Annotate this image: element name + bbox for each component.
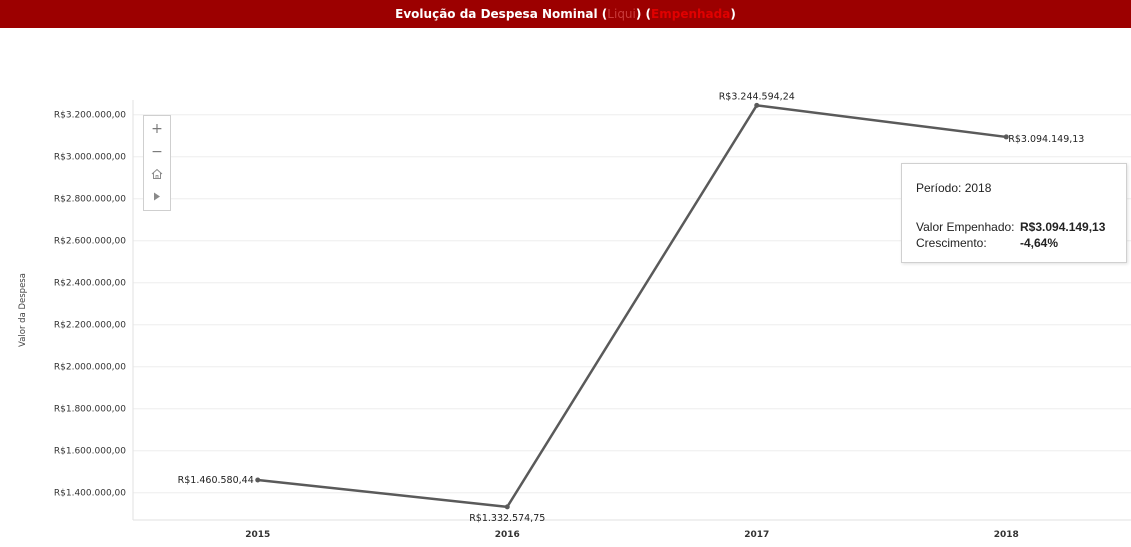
- toggle-empenhada[interactable]: Empenhada: [651, 7, 731, 21]
- tooltip-value: R$3.094.149,13: [1020, 220, 1106, 234]
- y-tick-label: R$1.400.000,00: [54, 489, 126, 499]
- data-label: R$1.460.580,44: [178, 475, 254, 486]
- tooltip-growth: -4,64%: [1020, 236, 1059, 250]
- data-point: [504, 504, 510, 510]
- header-close-paren: ): [730, 7, 736, 21]
- zoom-toolbar: + −: [143, 115, 171, 211]
- data-point: [754, 102, 760, 108]
- header-title: Evolução da Despesa Nominal (: [395, 7, 608, 21]
- y-tick-label: R$3.000.000,00: [54, 153, 126, 163]
- play-button[interactable]: [153, 192, 161, 204]
- tooltip-row-value: Valor Empenhado: R$3.094.149,13: [916, 220, 1105, 234]
- x-tick-label: 2016: [495, 530, 520, 540]
- home-icon: [151, 168, 163, 179]
- tooltip-value-label: Valor Empenhado:: [916, 220, 1015, 234]
- data-label: R$3.094.149,13: [1008, 134, 1084, 145]
- play-icon: [154, 192, 160, 201]
- header-separator: ) (: [635, 7, 652, 21]
- y-tick-label: R$1.800.000,00: [54, 405, 126, 415]
- y-axis-title: Valor da Despesa: [18, 273, 28, 347]
- y-tick-label: R$2.400.000,00: [54, 279, 126, 289]
- data-point: [255, 477, 261, 483]
- y-tick-label: R$3.200.000,00: [54, 111, 126, 121]
- y-tick-label: R$2.800.000,00: [54, 195, 126, 205]
- chart-header: Evolução da Despesa Nominal (Liqui) (Emp…: [0, 0, 1131, 28]
- x-tick-label: 2018: [994, 530, 1019, 540]
- tooltip-period: Período: 2018: [916, 181, 992, 195]
- data-point: [1003, 134, 1009, 140]
- series-line: [257, 104, 1007, 509]
- y-tick-label: R$1.600.000,00: [54, 447, 126, 457]
- tooltip: Período: 2018 Valor Empenhado: R$3.094.1…: [901, 163, 1127, 263]
- toggle-liquidada[interactable]: Liqui: [607, 7, 636, 21]
- y-tick-label: R$2.200.000,00: [54, 321, 126, 331]
- zoom-out-button[interactable]: −: [151, 144, 163, 161]
- data-label: R$3.244.594,24: [719, 91, 795, 102]
- x-tick-label: 2017: [744, 530, 769, 540]
- tooltip-row-growth: Crescimento: -4,64%: [916, 236, 1058, 250]
- x-tick-label: 2015: [245, 530, 270, 540]
- y-tick-label: R$2.600.000,00: [54, 237, 126, 247]
- y-tick-label: R$2.000.000,00: [54, 363, 126, 373]
- home-button[interactable]: [151, 168, 163, 183]
- zoom-in-button[interactable]: +: [151, 121, 163, 138]
- tooltip-growth-label: Crescimento:: [916, 236, 987, 250]
- data-label: R$1.332.574,75: [469, 513, 545, 524]
